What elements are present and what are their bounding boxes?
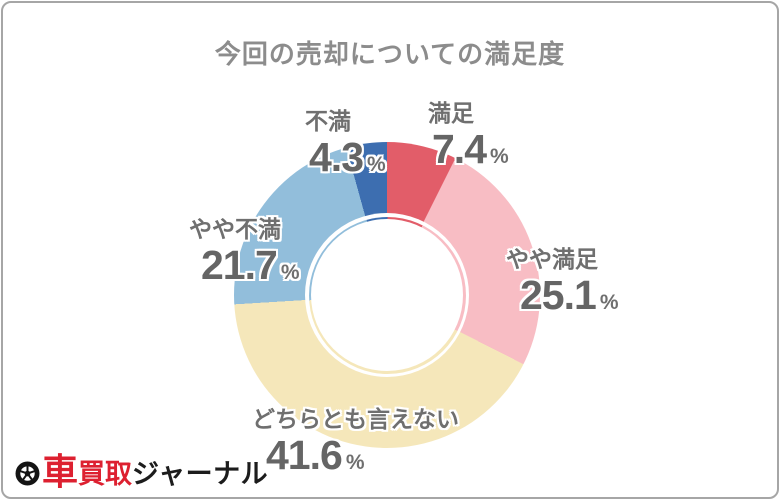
percent-sign: % (367, 153, 386, 176)
percent-sign: % (345, 451, 365, 474)
slice-label-yaya-fuman: やや不満 21.7% (189, 216, 300, 295)
site-logo: 車買取 ジャーナル (15, 451, 269, 492)
slice-value-row: 41.6% (266, 435, 459, 485)
slice-label-fuman: 不満 4.3% (305, 108, 386, 187)
slice-value-row: 4.3% (309, 137, 386, 187)
percent-sign: % (599, 291, 619, 314)
chart-title: 今回の売却についての満足度 (214, 39, 566, 69)
logo-text-kuruma: 車 (42, 451, 79, 492)
slice-label-manzoku: 満足 7.4% (428, 100, 509, 179)
logo-text-journal: ジャーナル (132, 459, 269, 489)
slice-name: どちらとも言えない (252, 406, 459, 432)
slice-value-row: 25.1% (520, 275, 619, 325)
slice-name: 満足 (428, 100, 474, 126)
slice-value-row: 21.7% (201, 245, 300, 295)
slice-label-dochira: どちらとも言えない 41.6% (252, 406, 459, 485)
slice-value: 41.6 (266, 432, 343, 478)
slice-name: やや不満 (189, 216, 281, 242)
slice-value: 4.3 (309, 134, 364, 180)
donut-hole-inner (311, 219, 463, 371)
logo-text-kaitori: 買取 (78, 459, 133, 489)
slice-label-yaya-manzoku: やや満足 25.1% (506, 246, 619, 325)
slice-value: 7.4 (432, 126, 487, 172)
percent-sign: % (280, 261, 300, 284)
slice-value: 21.7 (201, 242, 278, 288)
donut-chart (234, 142, 540, 448)
slice-value-row: 7.4% (432, 129, 509, 179)
slice-value: 25.1 (520, 272, 597, 318)
slice-name: 不満 (305, 108, 351, 134)
wheel-icon (15, 461, 40, 486)
percent-sign: % (490, 145, 509, 168)
slice-name: やや満足 (506, 246, 598, 272)
